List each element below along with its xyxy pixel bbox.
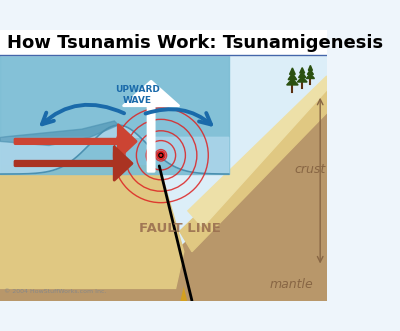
Polygon shape [176,113,327,301]
Bar [0,30,327,55]
Circle shape [157,151,165,159]
Polygon shape [307,70,314,74]
Polygon shape [0,121,118,146]
Polygon shape [0,174,188,301]
Text: UPWARD
WAVE: UPWARD WAVE [115,85,160,105]
Text: © 2004 HowStuffWorks.com Inc.: © 2004 HowStuffWorks.com Inc. [4,289,106,294]
Polygon shape [298,72,306,77]
Text: FAULT LINE: FAULT LINE [139,222,221,235]
Polygon shape [306,73,314,78]
Polygon shape [288,73,297,80]
Circle shape [159,153,163,157]
Circle shape [160,155,162,156]
Polygon shape [300,68,305,73]
Polygon shape [0,125,229,174]
Polygon shape [0,55,229,174]
FancyArrowPatch shape [146,109,211,124]
FancyArrowPatch shape [42,105,124,124]
Polygon shape [188,76,327,227]
Polygon shape [297,77,307,82]
Polygon shape [287,78,298,85]
Text: mantle: mantle [270,278,313,291]
Polygon shape [290,68,295,74]
Text: crust: crust [294,164,325,176]
Text: How Tsunamis Work: Tsunamigenesis: How Tsunamis Work: Tsunamigenesis [6,33,383,52]
Bar [0,266,327,301]
Polygon shape [180,90,327,252]
Polygon shape [0,166,184,288]
Polygon shape [308,66,312,71]
